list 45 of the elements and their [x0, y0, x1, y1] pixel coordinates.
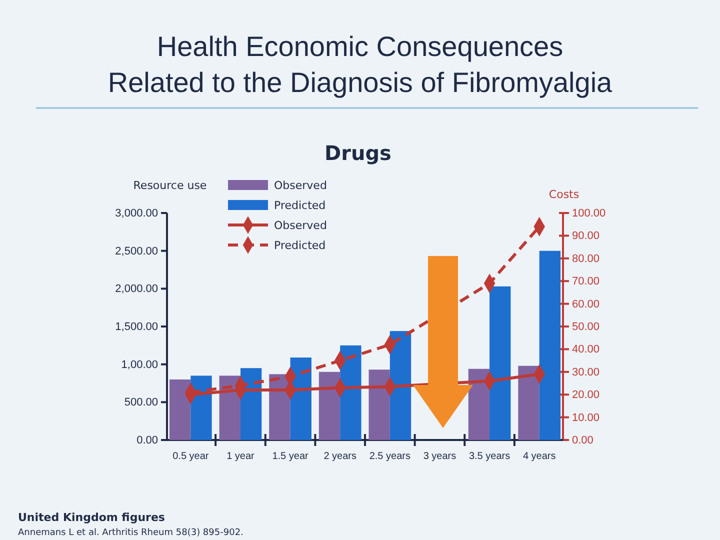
y-tick-label: 2,000.00: [115, 283, 158, 296]
bar: [468, 368, 490, 440]
text: Annemans L et al. Arthritis Rheum 58(3) 895-902.: [18, 528, 244, 538]
chart-title: Health Economic Consequences Related to the Diagnosis of Fibromyalgia: [108, 31, 613, 98]
y-tick-label: 0.00: [136, 434, 158, 447]
bar: [169, 379, 191, 440]
chart-subtitle: Drugs: [324, 141, 392, 165]
y2-tick-label: 0.00: [572, 434, 594, 447]
y2-tick-label: 80.00: [572, 252, 600, 265]
y2-tick-label: 100.00: [572, 208, 606, 220]
y2-tick-label: 10.00: [572, 412, 600, 424]
y2-tick-label: 30.00: [572, 366, 600, 378]
y2-tick-label: 60.00: [572, 298, 600, 310]
legend-label: Observed: [274, 179, 327, 192]
legend-label: Observed: [274, 219, 327, 232]
bar: [490, 286, 511, 440]
text: United Kingdom figures: [18, 511, 166, 524]
y2-tick-label: 90.00: [572, 230, 600, 242]
legend-label: Predicted: [274, 199, 326, 212]
x-tick-label: 1 year: [226, 451, 256, 462]
y2-tick-label: 40.00: [572, 344, 600, 356]
bar: [518, 366, 540, 440]
x-tick-label: 0.5 year: [172, 451, 210, 462]
bar: [368, 370, 390, 440]
y-axis-title: Resource use: [133, 179, 207, 192]
bar: [539, 250, 561, 440]
y-tick-label: 500.00: [124, 396, 158, 409]
y-tick-label: 1,00.00: [121, 358, 158, 371]
y2-tick-label: 70.00: [572, 276, 600, 288]
x-tick-label: 1.5 year: [272, 451, 310, 462]
x-tick-label: 2 years: [324, 451, 356, 462]
y2-axis-title: Costs: [548, 188, 580, 201]
y-tick-label: 1,500.00: [115, 321, 158, 334]
bar: [318, 372, 340, 440]
y-tick-label: 2,500.00: [115, 245, 158, 258]
y2-tick-label: 50.00: [572, 321, 600, 334]
x-tick-label: 3.5 years: [468, 451, 510, 462]
bar: [390, 331, 412, 440]
legend-label: Predicted: [274, 239, 326, 252]
bar: [340, 345, 362, 440]
y2-tick-label: 20.00: [572, 389, 600, 402]
x-tick-label: 4 years: [522, 451, 556, 462]
y-tick-label: 3,000.00: [115, 208, 158, 220]
x-tick-label: 3 years: [423, 451, 456, 462]
x-tick-label: 2.5 years: [369, 451, 410, 462]
